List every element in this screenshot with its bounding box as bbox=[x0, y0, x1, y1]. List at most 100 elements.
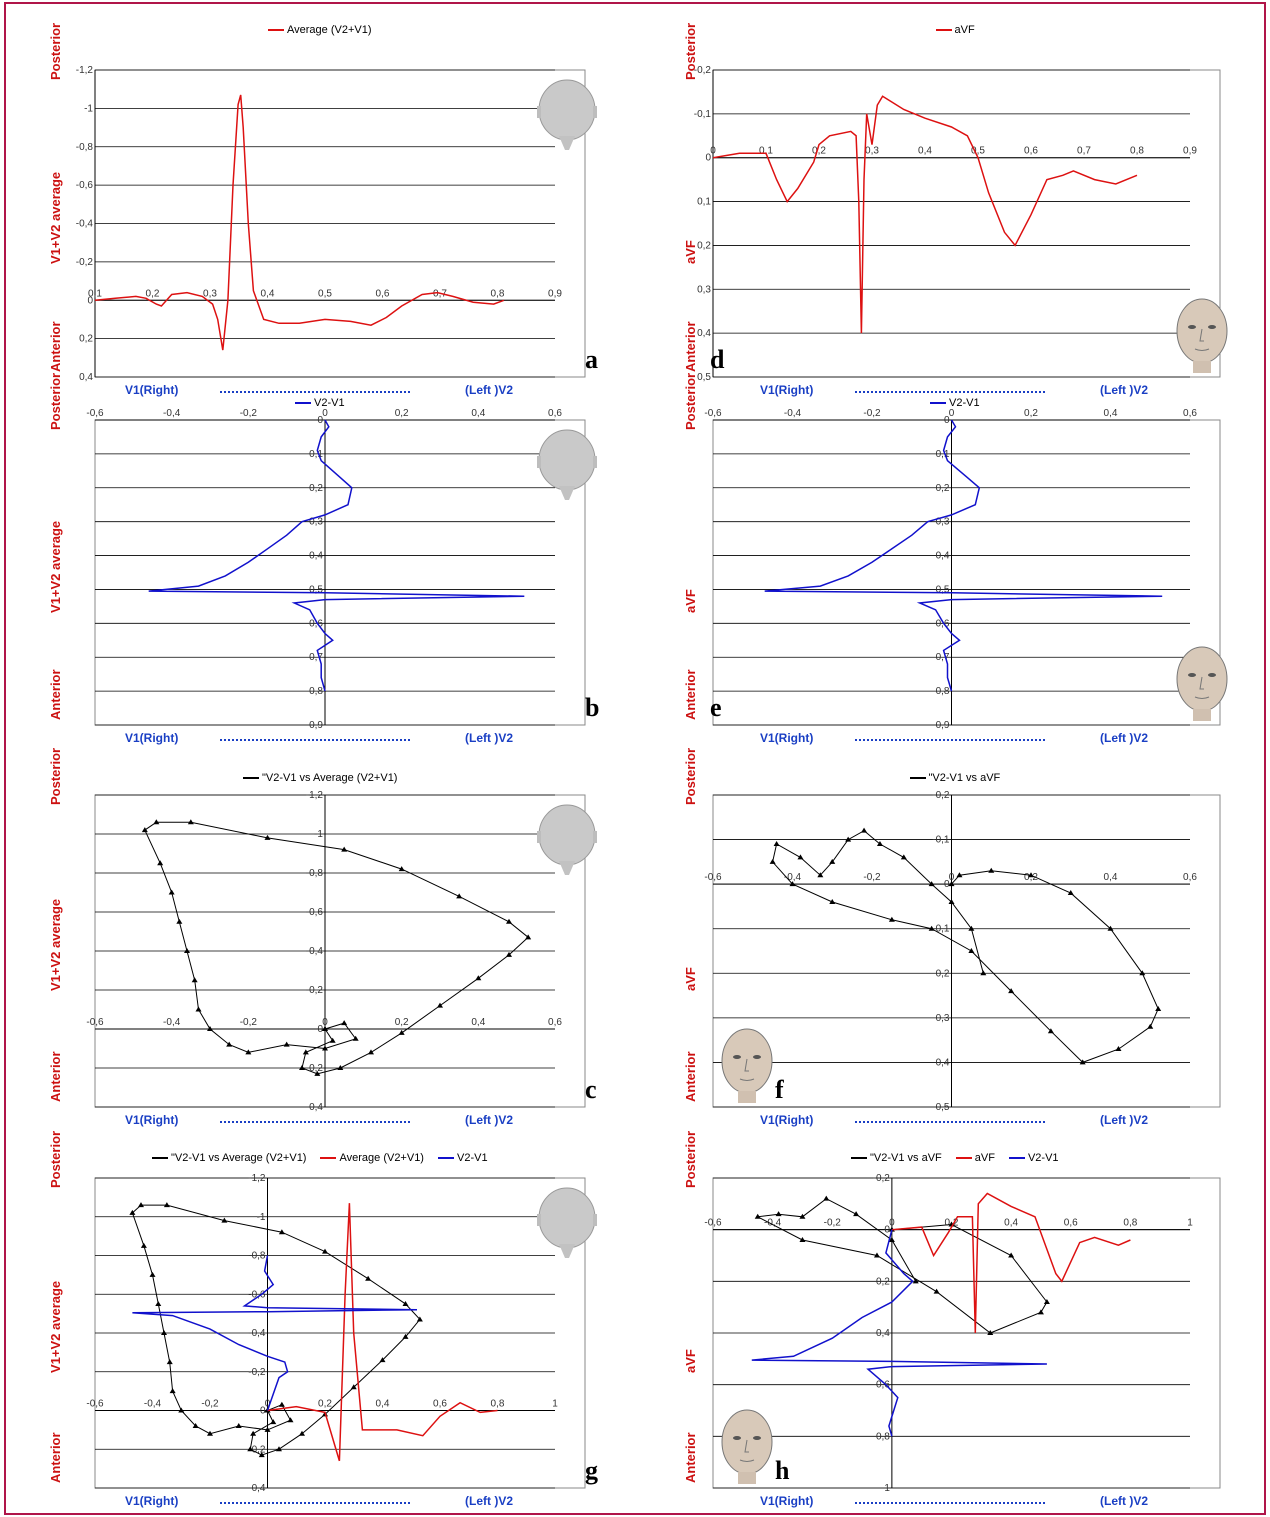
x-tick-label: 0,4 bbox=[918, 146, 932, 157]
legend-swatch bbox=[935, 29, 952, 31]
series-marker bbox=[1147, 1023, 1154, 1029]
y-tick-label: -0,2 bbox=[306, 985, 324, 996]
face-front-icon bbox=[721, 1028, 773, 1103]
figure-frame bbox=[4, 2, 1266, 1515]
series-marker bbox=[176, 918, 183, 924]
y-tick-label: 0 bbox=[884, 1225, 890, 1236]
legend-swatch bbox=[930, 402, 946, 404]
y-tick-label: -0,4 bbox=[248, 1328, 266, 1339]
legend-label: V2-V1 bbox=[1027, 1152, 1059, 1164]
chart-svg-c: -0,6 -0,4 -0,2 0 0,2 0,4 0,6 -1,2 -1 -0,8 -0,6 -0,4… bbox=[86, 790, 586, 1113]
x-tick-label: -0,4 bbox=[784, 872, 802, 883]
plot-frame bbox=[94, 419, 586, 726]
x-tick-label: 0,2 bbox=[395, 408, 409, 419]
series-line-blue bbox=[751, 1229, 1047, 1437]
x-tick-label: 0,2 bbox=[1024, 872, 1038, 883]
legend-item: V2-V1 bbox=[437, 1152, 488, 1164]
legend-item: aVF bbox=[935, 24, 975, 36]
series-marker bbox=[235, 1423, 242, 1428]
legend-swatch bbox=[851, 1157, 867, 1159]
y-tick-label: 0,4 bbox=[309, 1102, 323, 1113]
series-marker bbox=[129, 1209, 136, 1215]
series-marker bbox=[155, 1300, 162, 1306]
legend-item: V2-V1 bbox=[1008, 1152, 1059, 1164]
head-back-icon bbox=[537, 429, 597, 500]
series-line-blue bbox=[764, 419, 1163, 692]
x-tick-label: -0,2 bbox=[863, 408, 881, 419]
y-label-mid: aVF bbox=[683, 1349, 698, 1373]
chart-svg-a: 0,1 0,2 0,3 0,4 0,5 0,6 0,7 0,8 0,9-1,2-1-0,8-0,… bbox=[76, 65, 586, 383]
series-marker bbox=[337, 1065, 344, 1070]
y-tick-label: 0,3 bbox=[309, 517, 323, 528]
series-marker bbox=[416, 1316, 423, 1322]
lead-label-left: (Left )V2 bbox=[465, 1494, 513, 1508]
y-tick-label: -1 bbox=[257, 1212, 266, 1223]
legend-label: "V2-V1 vs Average (V2+V1) bbox=[171, 1152, 307, 1164]
chart-svg-g: -0,6 -0,4 -0,2 0 0,2 0,4 0,6 0,8 1 -1,2 -1 -0,8 -0,6… bbox=[86, 1173, 586, 1494]
x-tick-label: 0,6 bbox=[1183, 408, 1197, 419]
series-line-red bbox=[891, 1192, 1131, 1334]
y-tick-label: -0,2 bbox=[694, 65, 712, 76]
y-tick-label: 0 bbox=[705, 153, 711, 164]
series-marker bbox=[789, 881, 796, 887]
series-marker bbox=[928, 925, 935, 931]
x-tick-label: 0,4 bbox=[1004, 1218, 1018, 1229]
y-label-posterior: Posterior bbox=[48, 1130, 63, 1188]
series-marker bbox=[873, 1252, 880, 1258]
y-tick-label: 0,7 bbox=[309, 652, 323, 663]
y-tick-label: 0 bbox=[944, 879, 950, 890]
series-marker bbox=[900, 854, 907, 860]
legend-swatch bbox=[320, 1157, 337, 1159]
x-tick-label: 0,7 bbox=[1077, 146, 1091, 157]
chart-panel-f: -0,6 -0,4 -0,2 0 0,2 0,4 0,6 -0,2 -0,1 0 0,1 0,2 0,3… bbox=[655, 748, 1255, 1130]
lead-label-right: V1(Right) bbox=[760, 1113, 814, 1127]
y-tick-label: -1,2 bbox=[306, 790, 324, 801]
series-marker bbox=[988, 867, 995, 873]
series-marker bbox=[980, 970, 987, 976]
y-tick-label: -1,2 bbox=[76, 65, 94, 76]
y-label-posterior: Posterior bbox=[48, 372, 63, 430]
y-tick-label: -1 bbox=[314, 829, 323, 840]
legend-label: "V2-V1 vs aVF bbox=[870, 1152, 942, 1164]
x-tick-label: -0,4 bbox=[764, 1218, 782, 1229]
x-tick-label: 0,2 bbox=[812, 146, 826, 157]
chart-panel-a: 0,1 0,2 0,3 0,4 0,5 0,6 0,7 0,8 0,9 -1,2 -1 -0,8 -0,… bbox=[20, 22, 620, 397]
legend-swatch bbox=[1008, 1157, 1025, 1159]
legend-swatch bbox=[268, 29, 284, 31]
series-marker bbox=[402, 1300, 409, 1306]
legend: "V2-V1 vs Average (V2+V1) Average (V2+V1)… bbox=[152, 1152, 488, 1164]
series-marker bbox=[341, 846, 348, 852]
series-marker bbox=[221, 1217, 228, 1223]
y-tick-label: -0,4 bbox=[76, 219, 94, 230]
legend: "V2-V1 vs Average (V2+V1) bbox=[243, 772, 397, 784]
legend-item: "V2-V1 vs aVF bbox=[909, 772, 1000, 784]
legend-item: V2-V1 bbox=[930, 397, 980, 409]
y-tick-label: -0,8 bbox=[306, 868, 324, 879]
chart-panel-b: -0,6 -0,4 -0,2 0 0,2 0,4 0,6 0 0,1 0,2 0,3 0,4 0,5 0,… bbox=[20, 373, 620, 755]
y-tick-label: 0,5 bbox=[936, 1102, 950, 1113]
y-tick-label: 0,9 bbox=[309, 720, 323, 731]
series-marker bbox=[191, 977, 198, 983]
y-tick-label: 0,2 bbox=[309, 483, 323, 494]
series-marker bbox=[398, 1029, 405, 1035]
chart-svg-h: -0,6-0,4-0,200,20,40,60,81-0,200,20,40,6… bbox=[704, 1173, 1221, 1494]
series-marker bbox=[876, 841, 883, 847]
x-tick-label: -0,6 bbox=[704, 872, 722, 883]
y-label-anterior: Anterior bbox=[683, 1432, 698, 1483]
x-tick-label: 0,4 bbox=[1104, 408, 1118, 419]
x-tick-label: 0,1 bbox=[759, 146, 773, 157]
legend-swatch bbox=[152, 1157, 168, 1159]
series-marker bbox=[278, 1229, 285, 1235]
series-marker bbox=[845, 836, 852, 842]
x-tick-label: 0 bbox=[322, 408, 328, 419]
legend-item: aVF bbox=[955, 1152, 995, 1164]
chart-svg-f: -0,6 -0,4 -0,2 0 0,2 0,4 0,6 -0,2 -0,1 0 0,1 0,2 0,3… bbox=[704, 790, 1221, 1113]
chart-panel-e: -0,6 -0,4 -0,2 0 0,2 0,4 0,6 0 0,1 0,2 0,3 0,4 0,5 0,… bbox=[655, 373, 1255, 755]
y-tick-label: 0,8 bbox=[936, 686, 950, 697]
series-marker bbox=[247, 1446, 254, 1452]
lead-label-right: V1(Right) bbox=[760, 731, 814, 745]
chart-panel-h: -0,6-0,4-0,200,20,40,60,81-0,200,20,40,6… bbox=[655, 1131, 1255, 1510]
legend-swatch bbox=[295, 402, 311, 404]
head-back-icon bbox=[537, 804, 597, 875]
series-marker bbox=[437, 1002, 443, 1008]
